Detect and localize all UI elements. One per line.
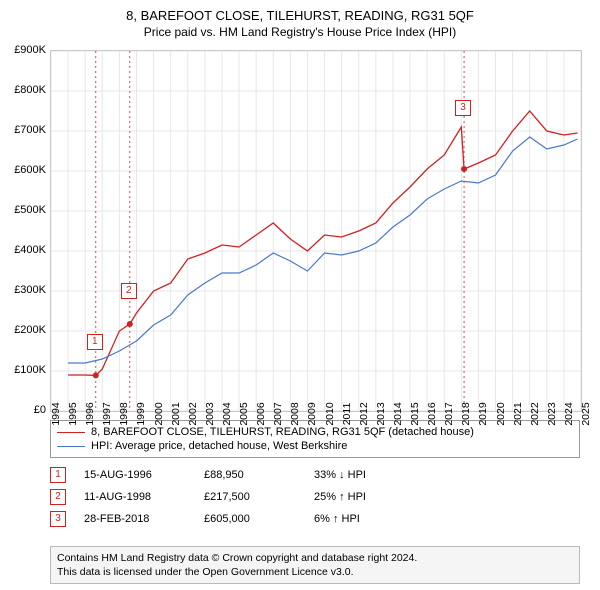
- x-tick-label: 1996: [84, 402, 96, 425]
- sale-delta: 6% ↑ HPI: [314, 513, 404, 525]
- x-tick-label: 2019: [477, 402, 489, 425]
- x-tick-label: 2005: [238, 402, 250, 425]
- sale-price: £605,000: [204, 513, 314, 525]
- page-title: 8, BAREFOOT CLOSE, TILEHURST, READING, R…: [0, 0, 600, 23]
- y-tick-label: £100K: [0, 364, 46, 376]
- x-tick-label: 2011: [341, 403, 353, 426]
- legend-swatch: [57, 446, 85, 447]
- y-tick-label: £300K: [0, 284, 46, 296]
- y-tick-label: £700K: [0, 124, 46, 136]
- sales-row: 1 15-AUG-1996£88,95033% ↓ HPI: [50, 464, 580, 486]
- sales-row: 2 11-AUG-1998£217,50025% ↑ HPI: [50, 486, 580, 508]
- x-tick-label: 1999: [135, 402, 147, 425]
- page-subtitle: Price paid vs. HM Land Registry's House …: [0, 23, 600, 39]
- sales-table: 1 15-AUG-1996£88,95033% ↓ HPI 2 11-AUG-1998…: [50, 464, 580, 530]
- sale-date: 11-AUG-1998: [84, 491, 204, 503]
- x-tick-label: 1994: [50, 402, 62, 425]
- x-tick-label: 2001: [170, 402, 182, 425]
- x-tick-label: 2002: [187, 402, 199, 425]
- sale-marker-2: 2: [121, 283, 137, 299]
- y-tick-label: £200K: [0, 324, 46, 336]
- sale-delta: 25% ↑ HPI: [314, 491, 404, 503]
- x-tick-label: 2024: [563, 402, 575, 425]
- sale-date: 15-AUG-1996: [84, 469, 204, 481]
- x-tick-label: 2012: [358, 402, 370, 425]
- sale-price: £88,950: [204, 469, 314, 481]
- sale-marker-1: 1: [87, 334, 103, 350]
- legend-label: 8, BAREFOOT CLOSE, TILEHURST, READING, R…: [91, 426, 474, 438]
- legend-swatch: [57, 432, 85, 433]
- sales-row: 3 28-FEB-2018£605,0006% ↑ HPI: [50, 508, 580, 530]
- x-tick-label: 2020: [495, 402, 507, 425]
- x-tick-label: 1998: [118, 402, 130, 425]
- x-tick-label: 2007: [272, 402, 284, 425]
- x-tick-label: 2010: [324, 402, 336, 425]
- sale-marker-3: 3: [455, 100, 471, 116]
- attribution-footer: Contains HM Land Registry data © Crown c…: [50, 546, 580, 584]
- x-tick-label: 2009: [306, 402, 318, 425]
- legend-label: HPI: Average price, detached house, West…: [91, 440, 347, 452]
- x-tick-label: 2015: [409, 402, 421, 425]
- x-tick-label: 1995: [67, 402, 79, 425]
- x-tick-label: 2013: [375, 402, 387, 425]
- sale-index-box: 3: [50, 511, 66, 527]
- sale-index-box: 2: [50, 489, 66, 505]
- x-tick-label: 2022: [529, 402, 541, 425]
- y-tick-label: £900K: [0, 44, 46, 56]
- sale-date: 28-FEB-2018: [84, 513, 204, 525]
- sale-price: £217,500: [204, 491, 314, 503]
- x-tick-label: 2004: [221, 402, 233, 425]
- footer-line-1: Contains HM Land Registry data © Crown c…: [57, 551, 573, 565]
- y-tick-label: £400K: [0, 244, 46, 256]
- x-tick-label: 1997: [101, 402, 113, 425]
- chart-legend: 8, BAREFOOT CLOSE, TILEHURST, READING, R…: [50, 420, 580, 458]
- y-tick-label: £800K: [0, 84, 46, 96]
- x-tick-label: 2008: [289, 402, 301, 425]
- x-tick-label: 2014: [392, 402, 404, 425]
- legend-row: 8, BAREFOOT CLOSE, TILEHURST, READING, R…: [57, 425, 573, 439]
- x-tick-label: 2021: [512, 402, 524, 425]
- footer-line-2: This data is licensed under the Open Gov…: [57, 565, 573, 579]
- y-tick-label: £600K: [0, 164, 46, 176]
- x-tick-label: 2018: [460, 402, 472, 425]
- x-tick-label: 2000: [153, 402, 165, 425]
- x-tick-label: 2003: [204, 402, 216, 425]
- x-tick-label: 2025: [580, 402, 592, 425]
- y-tick-label: £0: [0, 404, 46, 416]
- x-tick-label: 2016: [426, 402, 438, 425]
- series-property: [68, 111, 577, 375]
- sale-index-box: 1: [50, 467, 66, 483]
- y-tick-label: £500K: [0, 204, 46, 216]
- legend-row: HPI: Average price, detached house, West…: [57, 439, 573, 453]
- x-tick-label: 2017: [443, 402, 455, 425]
- price-chart: [50, 50, 582, 412]
- x-tick-label: 2006: [255, 402, 267, 425]
- x-tick-label: 2023: [546, 402, 558, 425]
- sale-delta: 33% ↓ HPI: [314, 469, 404, 481]
